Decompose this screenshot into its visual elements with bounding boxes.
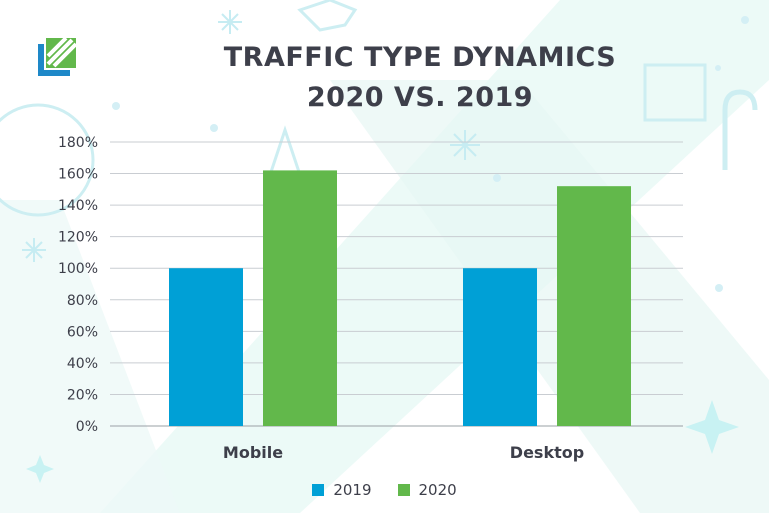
- ornament-ball-icon: [0, 103, 95, 217]
- snowflake-icon-2: [22, 238, 46, 262]
- legend-swatch-2019: [312, 484, 325, 496]
- chart-title: TRAFFIC TYPE DYNAMICS 2020 VS. 2019: [150, 38, 690, 118]
- legend-swatch-2020: [397, 484, 410, 496]
- y-tick-label: 80%: [67, 293, 98, 309]
- sparkle-icon: [685, 400, 739, 454]
- x-tick-label: Desktop: [510, 443, 584, 462]
- y-tick-label: 120%: [58, 230, 98, 246]
- chart-title-line-2: 2020 VS. 2019: [306, 82, 534, 113]
- legend-item-2020: 2020: [397, 481, 457, 499]
- snowflake-icon: [450, 130, 480, 160]
- small-sparkle-icon: [26, 455, 54, 483]
- y-tick-label: 60%: [67, 324, 98, 340]
- snowflake-icon-3: [218, 10, 242, 34]
- y-tick-label: 140%: [58, 198, 98, 214]
- y-tick-label: 0%: [76, 419, 98, 435]
- y-tick-label: 180%: [58, 135, 98, 151]
- gift-box-icon: [643, 63, 707, 122]
- chart-title-line-1: TRAFFIC TYPE DYNAMICS: [223, 42, 617, 73]
- y-tick-label: 40%: [67, 356, 98, 372]
- snow-dots: [112, 16, 749, 292]
- bar-desktop-2020: [557, 186, 631, 426]
- bar-mobile-2020: [263, 170, 337, 426]
- y-tick-label: 100%: [58, 261, 98, 277]
- y-tick-label: 20%: [67, 387, 98, 403]
- legend-label-2019: 2019: [333, 481, 372, 499]
- x-tick-label: Mobile: [223, 443, 283, 462]
- legend-label-2020: 2020: [418, 481, 457, 499]
- bg-stripe-3: [0, 200, 180, 513]
- bg-stripe-2: [330, 80, 769, 513]
- bar-desktop-2019: [463, 268, 537, 426]
- candy-cane-icon: [722, 89, 758, 170]
- y-tick-label: 160%: [58, 167, 98, 183]
- star-ornament-icon: [297, 0, 358, 32]
- brand-logo-icon: [38, 36, 78, 76]
- legend-item-2019: 2019: [312, 481, 372, 499]
- legend: 2019 2020: [0, 481, 769, 499]
- bar-mobile-2019: [169, 268, 243, 426]
